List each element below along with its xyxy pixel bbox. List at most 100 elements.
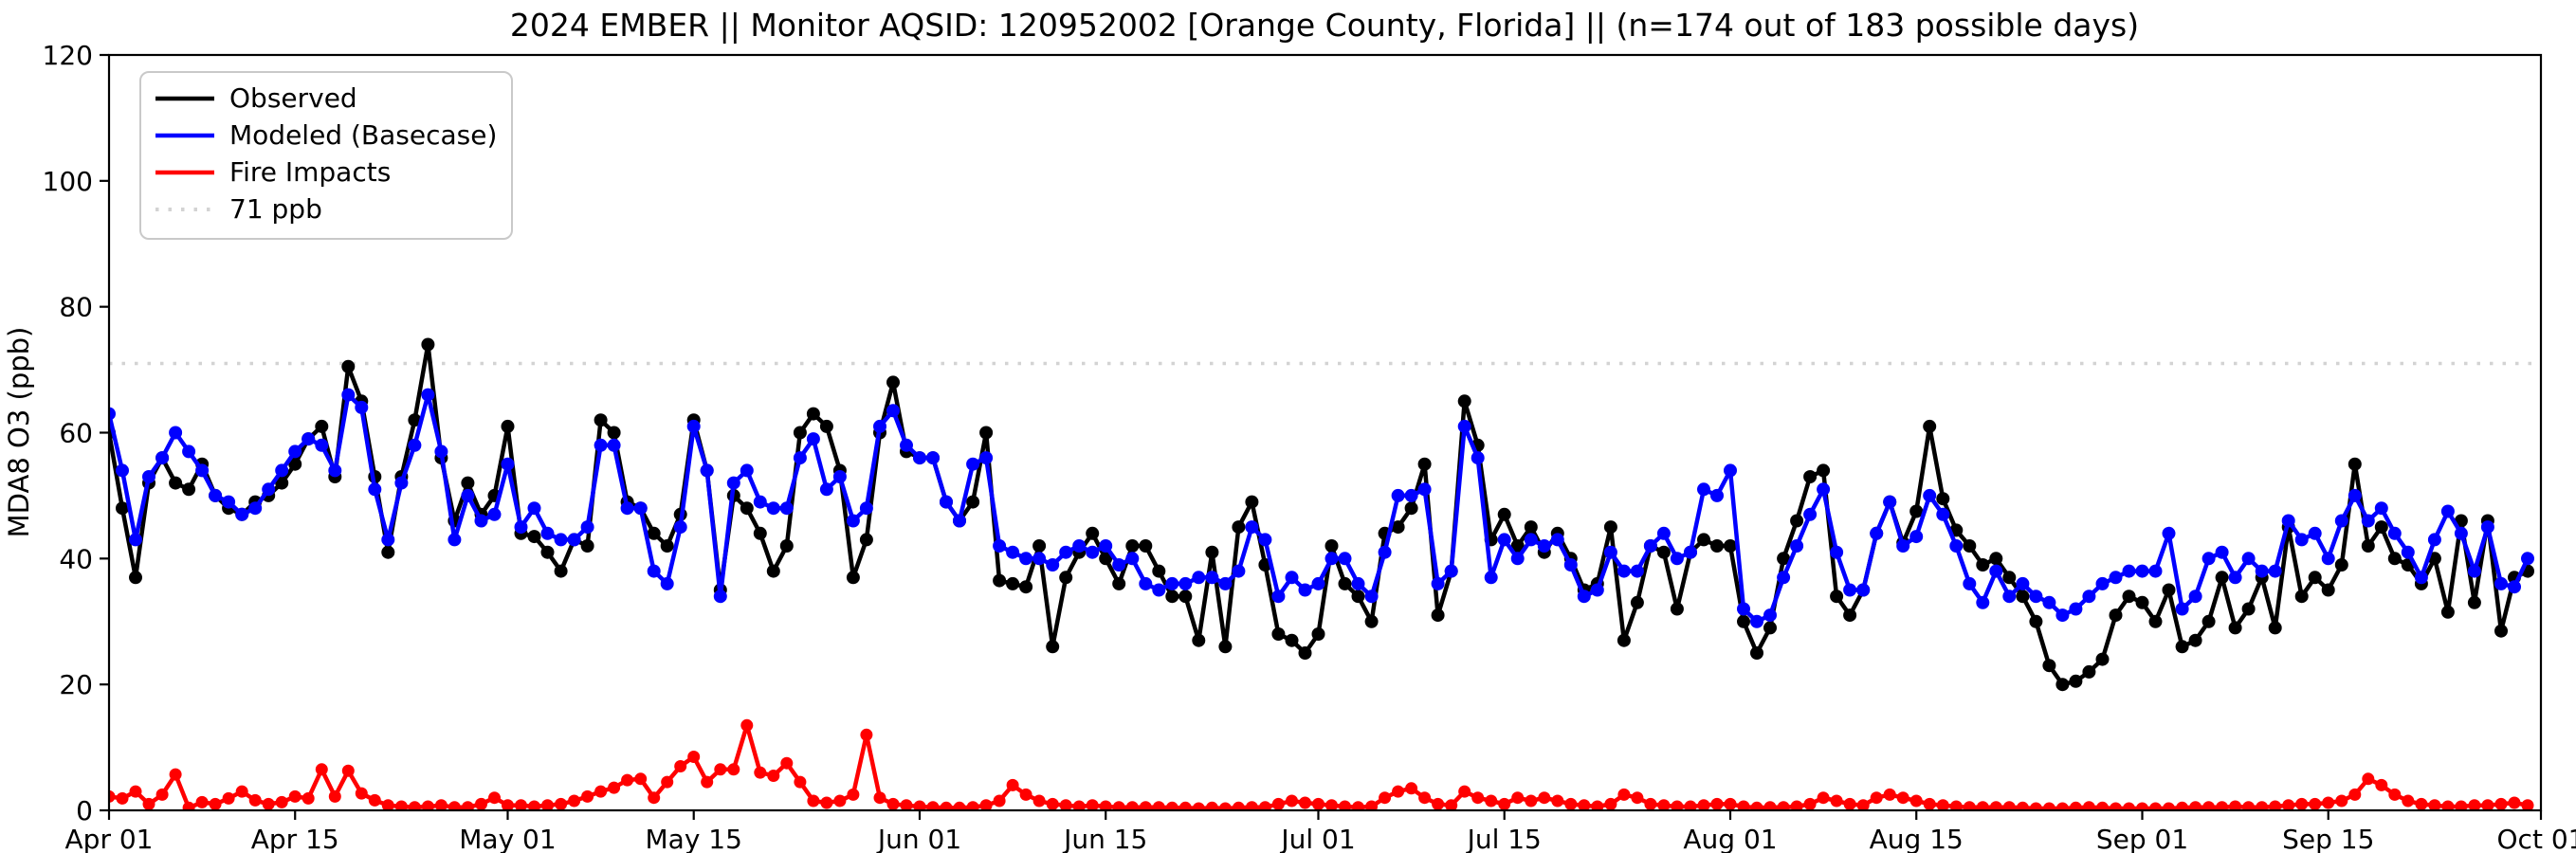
data-point <box>1271 627 1286 641</box>
data-point <box>1245 520 1259 535</box>
x-axis-tick-label: Jun 15 <box>1062 824 1147 853</box>
data-point <box>2282 799 2295 810</box>
data-point <box>182 445 196 459</box>
data-point <box>833 794 847 808</box>
data-point <box>2082 664 2096 679</box>
data-point <box>1059 571 1073 585</box>
legend: Observed Modeled (Basecase) Fire Impacts… <box>139 71 513 240</box>
data-point <box>155 451 170 465</box>
data-point <box>2215 545 2229 559</box>
data-point <box>1697 799 1710 810</box>
data-point <box>2175 640 2189 654</box>
data-point <box>820 796 833 809</box>
x-axis-tick-label: Sep 15 <box>2282 824 2374 853</box>
data-point <box>608 781 621 794</box>
data-point <box>727 763 740 776</box>
data-point <box>1484 571 1498 585</box>
data-point <box>847 788 860 801</box>
data-point <box>129 533 142 547</box>
data-point <box>2228 571 2242 585</box>
data-point <box>368 793 381 807</box>
data-point <box>1551 794 1564 808</box>
data-point <box>116 501 129 516</box>
data-point <box>474 514 488 528</box>
data-point <box>620 501 634 516</box>
data-point <box>953 801 966 810</box>
data-point <box>567 533 581 547</box>
data-point <box>2374 520 2388 535</box>
data-point <box>1497 533 1511 547</box>
data-point <box>2055 678 2070 692</box>
data-point <box>2148 614 2163 628</box>
data-point <box>209 797 222 810</box>
data-point <box>2148 564 2163 578</box>
data-point <box>1099 539 1113 553</box>
data-point <box>581 789 594 803</box>
data-point <box>1710 539 1724 553</box>
data-point <box>235 507 249 521</box>
data-point <box>1418 791 1432 805</box>
data-point <box>195 795 209 808</box>
data-point <box>1631 791 1644 805</box>
data-point <box>355 787 368 800</box>
data-point <box>195 463 210 478</box>
data-point <box>1750 614 1763 628</box>
data-point <box>1311 627 1325 641</box>
data-point <box>1510 539 1525 553</box>
data-point <box>647 526 661 540</box>
data-point <box>780 756 794 770</box>
data-point <box>701 775 714 789</box>
data-point <box>1564 797 1578 810</box>
data-point <box>2149 802 2162 810</box>
data-point <box>648 791 661 805</box>
data-point <box>2069 674 2083 688</box>
data-point <box>554 564 568 578</box>
data-point <box>1497 507 1511 521</box>
data-point <box>806 407 820 421</box>
data-point <box>2521 552 2534 566</box>
data-point <box>2228 621 2242 635</box>
data-point <box>1724 463 1737 478</box>
data-point <box>501 457 515 471</box>
data-point <box>1724 797 1737 810</box>
data-point <box>1232 801 1245 810</box>
data-point <box>1099 800 1112 810</box>
data-point <box>129 785 142 798</box>
data-point <box>1417 482 1432 497</box>
data-point <box>1139 801 1152 810</box>
data-point <box>1338 576 1352 590</box>
data-point <box>1444 564 1458 578</box>
data-point <box>1006 545 1020 559</box>
data-point <box>1883 495 1897 509</box>
legend-label-modeled: Modeled (Basecase) <box>229 119 497 151</box>
data-point <box>129 571 142 585</box>
data-point <box>1817 791 1830 805</box>
data-point <box>2175 602 2189 616</box>
data-point <box>1936 492 1950 506</box>
data-point <box>1617 633 1631 647</box>
data-point <box>1046 558 1060 572</box>
data-point <box>1112 576 1126 590</box>
data-point <box>2494 624 2508 638</box>
data-point <box>1671 800 1684 810</box>
data-point <box>2334 514 2348 528</box>
data-point <box>528 800 540 810</box>
data-point <box>1923 488 1937 502</box>
data-point <box>913 800 926 810</box>
data-point <box>859 501 873 516</box>
data-point <box>979 426 994 440</box>
data-point <box>2295 797 2309 810</box>
data-point <box>2361 539 2375 553</box>
data-point <box>2201 614 2216 628</box>
y-axis-tick-label: 100 <box>43 166 93 197</box>
x-axis-tick-label: Apr 01 <box>65 824 154 853</box>
data-point <box>926 801 940 810</box>
data-point <box>1232 564 1246 578</box>
data-point <box>1777 571 1791 585</box>
data-point <box>1218 640 1233 654</box>
data-point <box>2309 797 2322 810</box>
data-point <box>341 359 356 373</box>
data-point <box>793 451 807 465</box>
data-point <box>660 539 674 553</box>
data-point <box>182 801 195 810</box>
